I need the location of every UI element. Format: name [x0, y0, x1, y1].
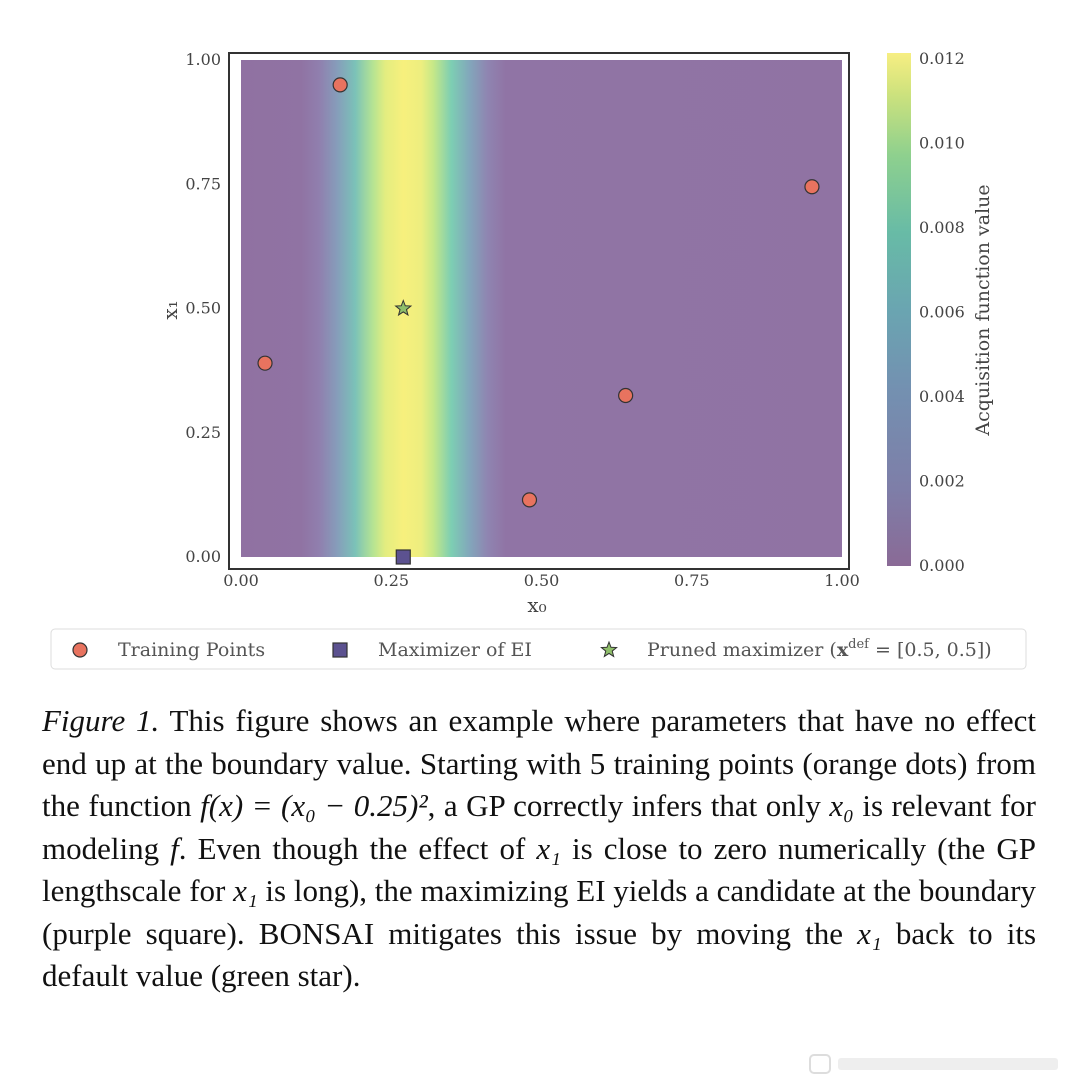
- caption-math: x₀: [829, 788, 854, 823]
- x-tick-label: 0.25: [373, 571, 409, 590]
- y-tick-label: 0.00: [185, 547, 221, 566]
- legend-training-label: Training Points: [118, 639, 265, 661]
- maximizer-marker: [395, 549, 411, 565]
- caption-text: . Even though the effect of: [178, 830, 537, 866]
- y-tick-label: 0.75: [185, 174, 221, 193]
- y-tick-label: 0.25: [185, 423, 221, 442]
- training-point-marker: [257, 355, 273, 371]
- legend-pruned-label: Pruned maximizer (xdef = [0.5, 0.5]): [647, 637, 992, 661]
- x-axis-label: x₀: [527, 593, 546, 617]
- caption-text: , a GP correctly infers that only: [427, 788, 830, 823]
- colorbar-label: Acquisition function value: [972, 184, 994, 436]
- legend: Training Points Maximizer of EI Pruned m…: [50, 628, 1027, 670]
- figure-caption: Figure 1. This figure shows an example w…: [42, 700, 1036, 998]
- caption-text: back to its default value (green star).: [42, 915, 1037, 994]
- heatmap: [241, 60, 842, 557]
- caption-text: is close to zero numerically (the GP len…: [42, 830, 1036, 909]
- x-tick-label: 0.00: [223, 571, 259, 590]
- caption-label: Figure 1.: [42, 703, 160, 738]
- caption-text: is long), the maximizing EI yields a can…: [42, 873, 1036, 951]
- figure-chart: 0.00 0.25 0.50 0.75 1.00 0.00 0.25 0.50 0.75 1.0…: [50, 49, 1027, 670]
- pruned-maximizer-marker: [394, 299, 413, 317]
- colorbar-tick-label: 0.000: [919, 556, 965, 575]
- caption-math: f: [170, 830, 179, 866]
- legend-box: [50, 628, 1027, 670]
- training-point-marker: [332, 77, 348, 93]
- training-point-marker: [618, 387, 634, 404]
- caption-math: x₁: [536, 830, 561, 866]
- x-tick-label: 0.50: [524, 571, 560, 590]
- colorbar-tick-label: 0.004: [919, 387, 965, 406]
- colorbar: [887, 53, 911, 566]
- caption-text: This figure shows an example where param…: [42, 703, 1036, 823]
- colorbar-tick-label: 0.008: [919, 218, 965, 237]
- training-point-marker: [804, 179, 820, 195]
- legend-maximizer-label: Maximizer of EI: [378, 639, 532, 661]
- legend-training-marker: [72, 642, 88, 658]
- caption-math: f(x) = (x₀ − 0.25)²: [200, 788, 428, 823]
- training-point-marker: [521, 492, 538, 508]
- y-axis-label: x₁: [158, 300, 182, 319]
- caption-math: x₁: [857, 915, 882, 951]
- watermark: [809, 1054, 1058, 1074]
- legend-maximizer-marker: [332, 642, 348, 658]
- x-tick-label: 0.75: [674, 571, 710, 590]
- caption-math: x₁: [233, 873, 258, 908]
- colorbar-tick-label: 0.006: [919, 303, 965, 322]
- legend-pruned-marker: [600, 640, 618, 658]
- colorbar-tick-label: 0.010: [919, 134, 965, 153]
- colorbar-tick-label: 0.002: [919, 472, 965, 491]
- colorbar-tick-label: 0.012: [919, 49, 965, 68]
- caption-text: is relevant for modeling: [42, 788, 1036, 866]
- y-tick-label: 1.00: [185, 50, 221, 69]
- x-tick-label: 1.00: [824, 571, 860, 590]
- y-tick-label: 0.50: [185, 299, 221, 318]
